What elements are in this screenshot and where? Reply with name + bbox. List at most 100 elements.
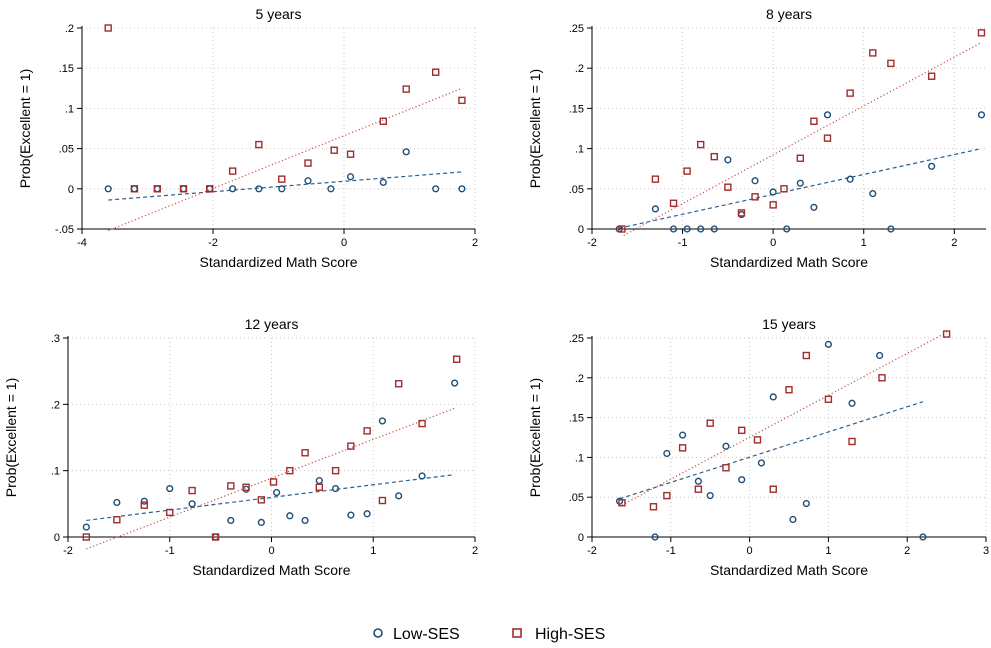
p2-point-high-ses bbox=[378, 496, 387, 505]
p1-point-high-ses bbox=[846, 89, 854, 97]
p1-point-high-ses bbox=[977, 29, 986, 37]
p3-x-tick-label: 2 bbox=[904, 545, 910, 557]
p3-point-low-ses bbox=[722, 442, 730, 450]
p3-y-tick-label: .25 bbox=[569, 333, 584, 345]
p0-y-tick-label: -.05 bbox=[55, 224, 74, 236]
p2-point-high-ses bbox=[363, 427, 371, 435]
legend-high-ses-label: High-SES bbox=[535, 626, 605, 643]
p3-point-high-ses bbox=[824, 395, 833, 403]
p1-point-high-ses bbox=[927, 72, 936, 80]
p2-y-tick-label: .2 bbox=[51, 399, 60, 411]
p0-x-tick-label: -4 bbox=[77, 237, 87, 249]
p2-y-tick-label: .3 bbox=[51, 333, 60, 345]
p2-point-high-ses bbox=[315, 483, 324, 491]
p3-title: 15 years bbox=[762, 316, 816, 332]
p3-point-low-ses bbox=[769, 393, 777, 401]
p3-point-high-ses bbox=[649, 503, 658, 511]
p3-point-low-ses bbox=[679, 431, 687, 439]
p1-x-tick-label: -1 bbox=[678, 237, 688, 249]
p1-y-tick-label: .1 bbox=[575, 144, 584, 156]
p0-point-high-ses bbox=[278, 175, 286, 183]
p2-point-low-ses bbox=[113, 498, 121, 507]
p2-point-low-ses bbox=[378, 417, 387, 425]
p2-point-high-ses bbox=[166, 508, 174, 517]
p0-point-high-ses bbox=[179, 185, 188, 193]
p1-y-tick-label: .25 bbox=[569, 23, 584, 35]
p2-y-tick-label: .1 bbox=[51, 466, 60, 478]
p2-y-tick-label: 0 bbox=[54, 532, 60, 544]
p0-point-low-ses bbox=[327, 185, 335, 193]
p0-fit-line-low-ses bbox=[108, 171, 462, 201]
p1-x-axis-label: Standardized Math Score bbox=[710, 254, 868, 270]
p0-point-high-ses bbox=[228, 167, 237, 175]
p3-point-low-ses bbox=[789, 515, 797, 524]
p3-point-low-ses bbox=[663, 449, 671, 458]
p3-point-high-ses bbox=[848, 437, 856, 446]
p1-point-low-ses bbox=[796, 179, 804, 187]
p1-point-low-ses bbox=[783, 225, 791, 233]
p3-y-tick-label: .15 bbox=[569, 413, 584, 425]
p3-x-tick-label: 0 bbox=[747, 545, 753, 557]
p3-x-tick-label: -2 bbox=[587, 545, 597, 557]
p2-y-axis-label: Prob(Excellent = 1) bbox=[3, 378, 19, 497]
p3-point-low-ses bbox=[706, 492, 714, 500]
p3-point-low-ses bbox=[738, 476, 746, 484]
p1-point-low-ses bbox=[669, 225, 678, 233]
p3-y-tick-label: .2 bbox=[575, 373, 584, 385]
p1-point-low-ses bbox=[751, 177, 759, 185]
p1-x-tick-label: 0 bbox=[770, 237, 776, 249]
p3-point-high-ses bbox=[942, 330, 951, 338]
p0-point-low-ses bbox=[379, 178, 387, 186]
p1-point-low-ses bbox=[710, 225, 718, 233]
p2-point-high-ses bbox=[347, 442, 355, 450]
p0-point-high-ses bbox=[402, 85, 410, 93]
p3-point-high-ses bbox=[618, 499, 626, 507]
p2-point-high-ses bbox=[394, 380, 403, 388]
p2-point-low-ses bbox=[242, 485, 250, 493]
panel-8-years: -2 -1 0 1 2 0 .05 .1 .15 .2 .25 8 years Standardized… bbox=[527, 6, 986, 270]
p1-x-tick-label: 2 bbox=[951, 237, 957, 249]
p0-point-low-ses bbox=[153, 185, 161, 193]
p3-point-low-ses bbox=[757, 459, 766, 467]
p3-point-high-ses bbox=[706, 419, 714, 427]
p2-point-low-ses bbox=[347, 511, 355, 519]
p2-point-high-ses bbox=[286, 466, 294, 475]
panel-5-years: -4 -2 0 2 -.05 0 .05 .1 .15 .2 5 years Standardized… bbox=[17, 6, 478, 270]
p2-point-low-ses bbox=[301, 516, 309, 525]
p1-point-high-ses bbox=[796, 154, 805, 162]
p3-point-high-ses bbox=[878, 374, 886, 382]
p3-point-high-ses bbox=[738, 426, 746, 435]
p0-point-high-ses bbox=[458, 96, 466, 105]
p2-point-low-ses bbox=[257, 518, 265, 527]
p1-point-low-ses bbox=[869, 190, 877, 198]
p3-x-tick-label: 1 bbox=[825, 545, 831, 557]
p2-title: 12 years bbox=[245, 316, 299, 332]
p1-x-tick-label: -2 bbox=[587, 237, 597, 249]
p1-point-low-ses bbox=[846, 175, 854, 183]
p0-x-axis-label: Standardized Math Score bbox=[200, 254, 358, 270]
p0-point-low-ses bbox=[278, 185, 286, 193]
p0-point-low-ses bbox=[229, 185, 237, 193]
p1-title: 8 years bbox=[766, 6, 812, 22]
p0-y-axis-label: Prob(Excellent = 1) bbox=[17, 69, 33, 188]
p3-point-low-ses bbox=[802, 499, 810, 508]
p1-point-high-ses bbox=[651, 175, 660, 183]
p1-fit-line-high-ses bbox=[623, 41, 982, 236]
p3-point-low-ses bbox=[651, 533, 659, 541]
p1-y-tick-label: .05 bbox=[569, 184, 584, 196]
p1-point-low-ses bbox=[887, 225, 895, 233]
p1-fit-line-low-ses bbox=[619, 148, 982, 229]
p2-point-high-ses bbox=[269, 478, 278, 486]
p1-point-high-ses bbox=[724, 183, 732, 191]
p2-point-low-ses bbox=[286, 512, 294, 520]
p2-point-high-ses bbox=[211, 533, 220, 541]
p2-point-high-ses bbox=[113, 516, 121, 524]
p2-fit-line-high-ses bbox=[86, 407, 455, 550]
p2-fit-line-low-ses bbox=[86, 474, 455, 522]
p2-point-high-ses bbox=[452, 355, 461, 363]
p3-y-tick-label: .05 bbox=[569, 492, 584, 504]
p0-point-low-ses bbox=[402, 148, 410, 156]
p0-point-high-ses bbox=[153, 185, 162, 193]
p3-point-high-ses bbox=[769, 485, 777, 493]
p3-point-high-ses bbox=[722, 464, 730, 472]
